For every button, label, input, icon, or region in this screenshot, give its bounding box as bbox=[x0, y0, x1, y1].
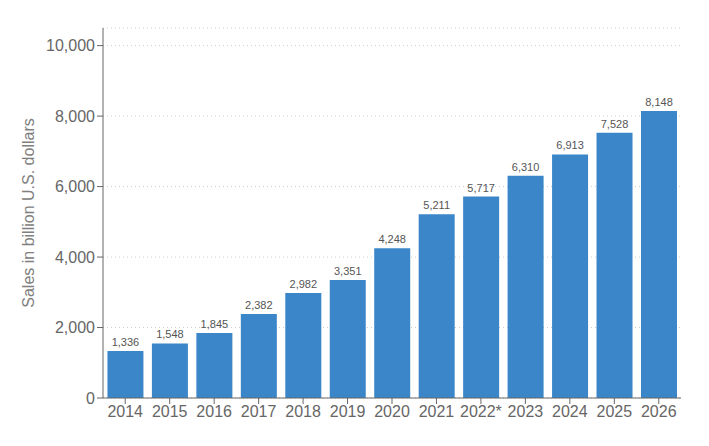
svg-text:2026: 2026 bbox=[641, 403, 677, 420]
svg-text:10,000: 10,000 bbox=[46, 37, 95, 54]
svg-text:2024: 2024 bbox=[552, 403, 588, 420]
svg-text:5,211: 5,211 bbox=[423, 199, 450, 211]
svg-text:2018: 2018 bbox=[285, 403, 321, 420]
svg-text:1,845: 1,845 bbox=[201, 318, 229, 330]
svg-text:2025: 2025 bbox=[597, 403, 633, 420]
svg-text:2,382: 2,382 bbox=[245, 299, 273, 311]
svg-text:1,336: 1,336 bbox=[112, 336, 140, 348]
svg-text:8,148: 8,148 bbox=[645, 96, 673, 108]
svg-text:3,351: 3,351 bbox=[334, 265, 362, 277]
svg-text:2023: 2023 bbox=[508, 403, 544, 420]
svg-text:2015: 2015 bbox=[152, 403, 188, 420]
svg-text:2,000: 2,000 bbox=[55, 319, 95, 336]
svg-text:4,248: 4,248 bbox=[378, 233, 406, 245]
svg-text:5,717: 5,717 bbox=[467, 182, 495, 194]
svg-text:Sales in billion U.S. dollars: Sales in billion U.S. dollars bbox=[20, 118, 37, 307]
svg-text:4,000: 4,000 bbox=[55, 249, 95, 266]
svg-text:2017: 2017 bbox=[241, 403, 277, 420]
svg-text:2019: 2019 bbox=[330, 403, 366, 420]
svg-text:8,000: 8,000 bbox=[55, 108, 95, 125]
svg-text:2022*: 2022* bbox=[460, 403, 502, 420]
svg-text:2021: 2021 bbox=[419, 403, 455, 420]
svg-text:0: 0 bbox=[86, 390, 95, 407]
svg-text:6,913: 6,913 bbox=[556, 139, 584, 151]
svg-text:2014: 2014 bbox=[107, 403, 143, 420]
svg-text:6,310: 6,310 bbox=[512, 161, 540, 173]
svg-text:6,000: 6,000 bbox=[55, 178, 95, 195]
svg-text:7,528: 7,528 bbox=[601, 118, 629, 130]
svg-text:2020: 2020 bbox=[374, 403, 410, 420]
svg-text:2016: 2016 bbox=[196, 403, 232, 420]
svg-text:1,548: 1,548 bbox=[156, 328, 184, 340]
svg-text:2,982: 2,982 bbox=[290, 278, 318, 290]
